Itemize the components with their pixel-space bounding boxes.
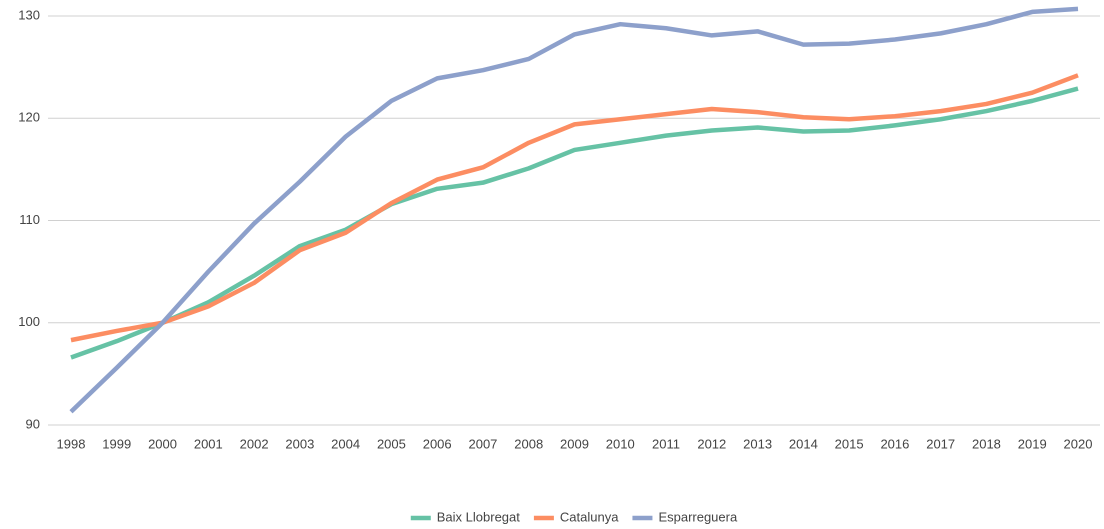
legend-label: Esparreguera [658,509,738,524]
x-tick-label: 2009 [560,436,589,451]
x-tick-label: 2010 [606,436,635,451]
line [69,6,1079,414]
x-tick-label: 2015 [835,436,864,451]
legend-label: Baix Llobregat [437,509,520,524]
x-tick-label: 2003 [285,436,314,451]
x-tick-label: 2006 [423,436,452,451]
x-tick-label: 2011 [652,436,680,451]
x-tick-label: 2017 [926,436,955,451]
legend-label: Catalunya [560,509,619,524]
x-tick-label: 1998 [57,436,86,451]
x-tick-label: 2008 [514,436,543,451]
y-tick-label: 130 [18,7,40,22]
x-tick-label: 2001 [194,436,223,451]
x-tick-label: 2005 [377,436,406,451]
x-tick-label: 2019 [1018,436,1047,451]
line [70,86,1079,360]
x-tick-label: 2014 [789,436,818,451]
x-tick-label: 2020 [1064,436,1093,451]
y-tick-label: 110 [19,212,40,227]
x-tick-label: 2012 [697,436,726,451]
x-tick-label: 2000 [148,436,177,451]
x-tick-label: 2002 [240,436,269,451]
x-tick-label: 2007 [468,436,497,451]
x-tick-label: 1999 [102,436,131,451]
x-tick-label: 2004 [331,436,360,451]
x-tick-label: 2013 [743,436,772,451]
y-tick-label: 120 [18,110,40,125]
x-tick-label: 2016 [880,436,909,451]
y-tick-label: 100 [18,314,40,329]
x-tick-label: 2018 [972,436,1001,451]
y-tick-label: 90 [26,416,40,431]
line [70,73,1079,343]
